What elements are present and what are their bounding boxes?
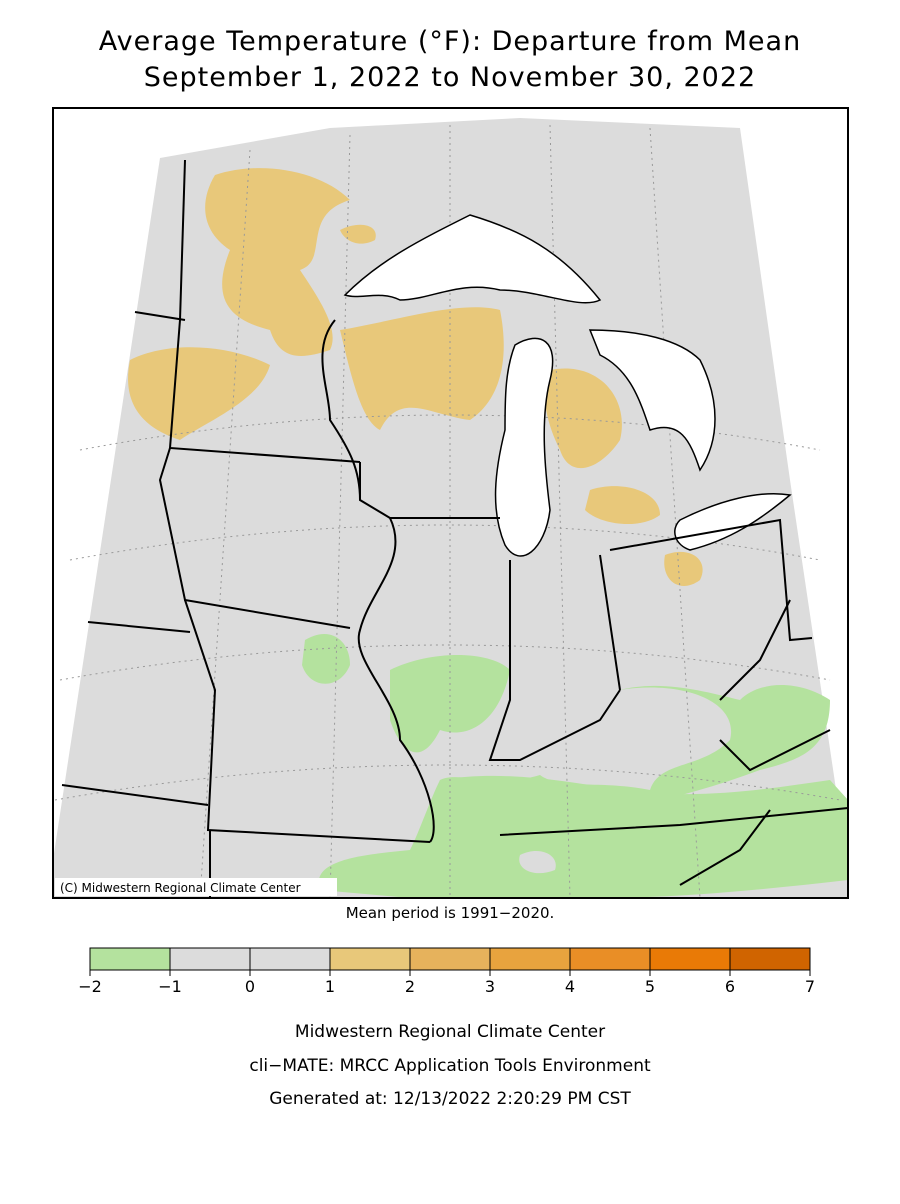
subtitle: September 1, 2022 to November 30, 2022 [144, 62, 756, 93]
map: (C) Midwestern Regional Climate Center [52, 107, 849, 899]
lakes [343, 214, 792, 557]
neutral-area [519, 850, 556, 874]
cool-area [318, 775, 849, 898]
legend-bin [729, 947, 811, 971]
credit: (C) Midwestern Regional Climate Center [60, 881, 301, 895]
legend: −2 −1 0 1 2 3 4 5 6 7 [78, 947, 815, 996]
mean-note: Mean period is 1991−2020. [346, 904, 555, 922]
footer-line: Midwestern Regional Climate Center [295, 1022, 605, 1042]
footer-line: Generated at: 12/13/2022 2:20:29 PM CST [269, 1089, 631, 1109]
warm-area [585, 486, 660, 525]
title: Average Temperature (°F): Departure from… [99, 26, 801, 57]
legend-tick-label: −2 [78, 977, 102, 996]
legend-tick-label: 0 [245, 977, 255, 996]
lake-michigan [494, 337, 554, 557]
credit-bg [55, 878, 337, 896]
legend-bin [569, 947, 651, 971]
warm-area [340, 224, 376, 244]
legend-bin [489, 947, 571, 971]
legend-tick-label: 2 [405, 977, 415, 996]
lake-erie [674, 492, 792, 551]
map-frame [52, 107, 849, 899]
cool-area [302, 634, 350, 684]
legend-tick-label: 4 [565, 977, 575, 996]
warm-area [340, 307, 504, 430]
legend-bin [329, 947, 411, 971]
legend-bin [649, 947, 731, 971]
state-lines [61, 159, 849, 898]
lake-superior [343, 214, 602, 304]
legend-tick-label: −1 [158, 977, 182, 996]
legend-tick-label: 7 [805, 977, 815, 996]
lake-huron [588, 329, 716, 472]
legend-bin [89, 947, 171, 971]
legend-tick-label: 3 [485, 977, 495, 996]
warm-area [205, 168, 350, 356]
legend-bin [169, 947, 251, 971]
legend-bin [249, 947, 331, 971]
warm-area [664, 551, 703, 586]
legend-tick-label: 6 [725, 977, 735, 996]
legend-tick-label: 1 [325, 977, 335, 996]
legend-bin [409, 947, 491, 971]
cool-area [390, 655, 510, 753]
warm-area [544, 368, 622, 469]
footer-line: cli−MATE: MRCC Application Tools Environ… [249, 1056, 651, 1076]
warm-area [128, 347, 270, 440]
legend-tick-label: 5 [645, 977, 655, 996]
